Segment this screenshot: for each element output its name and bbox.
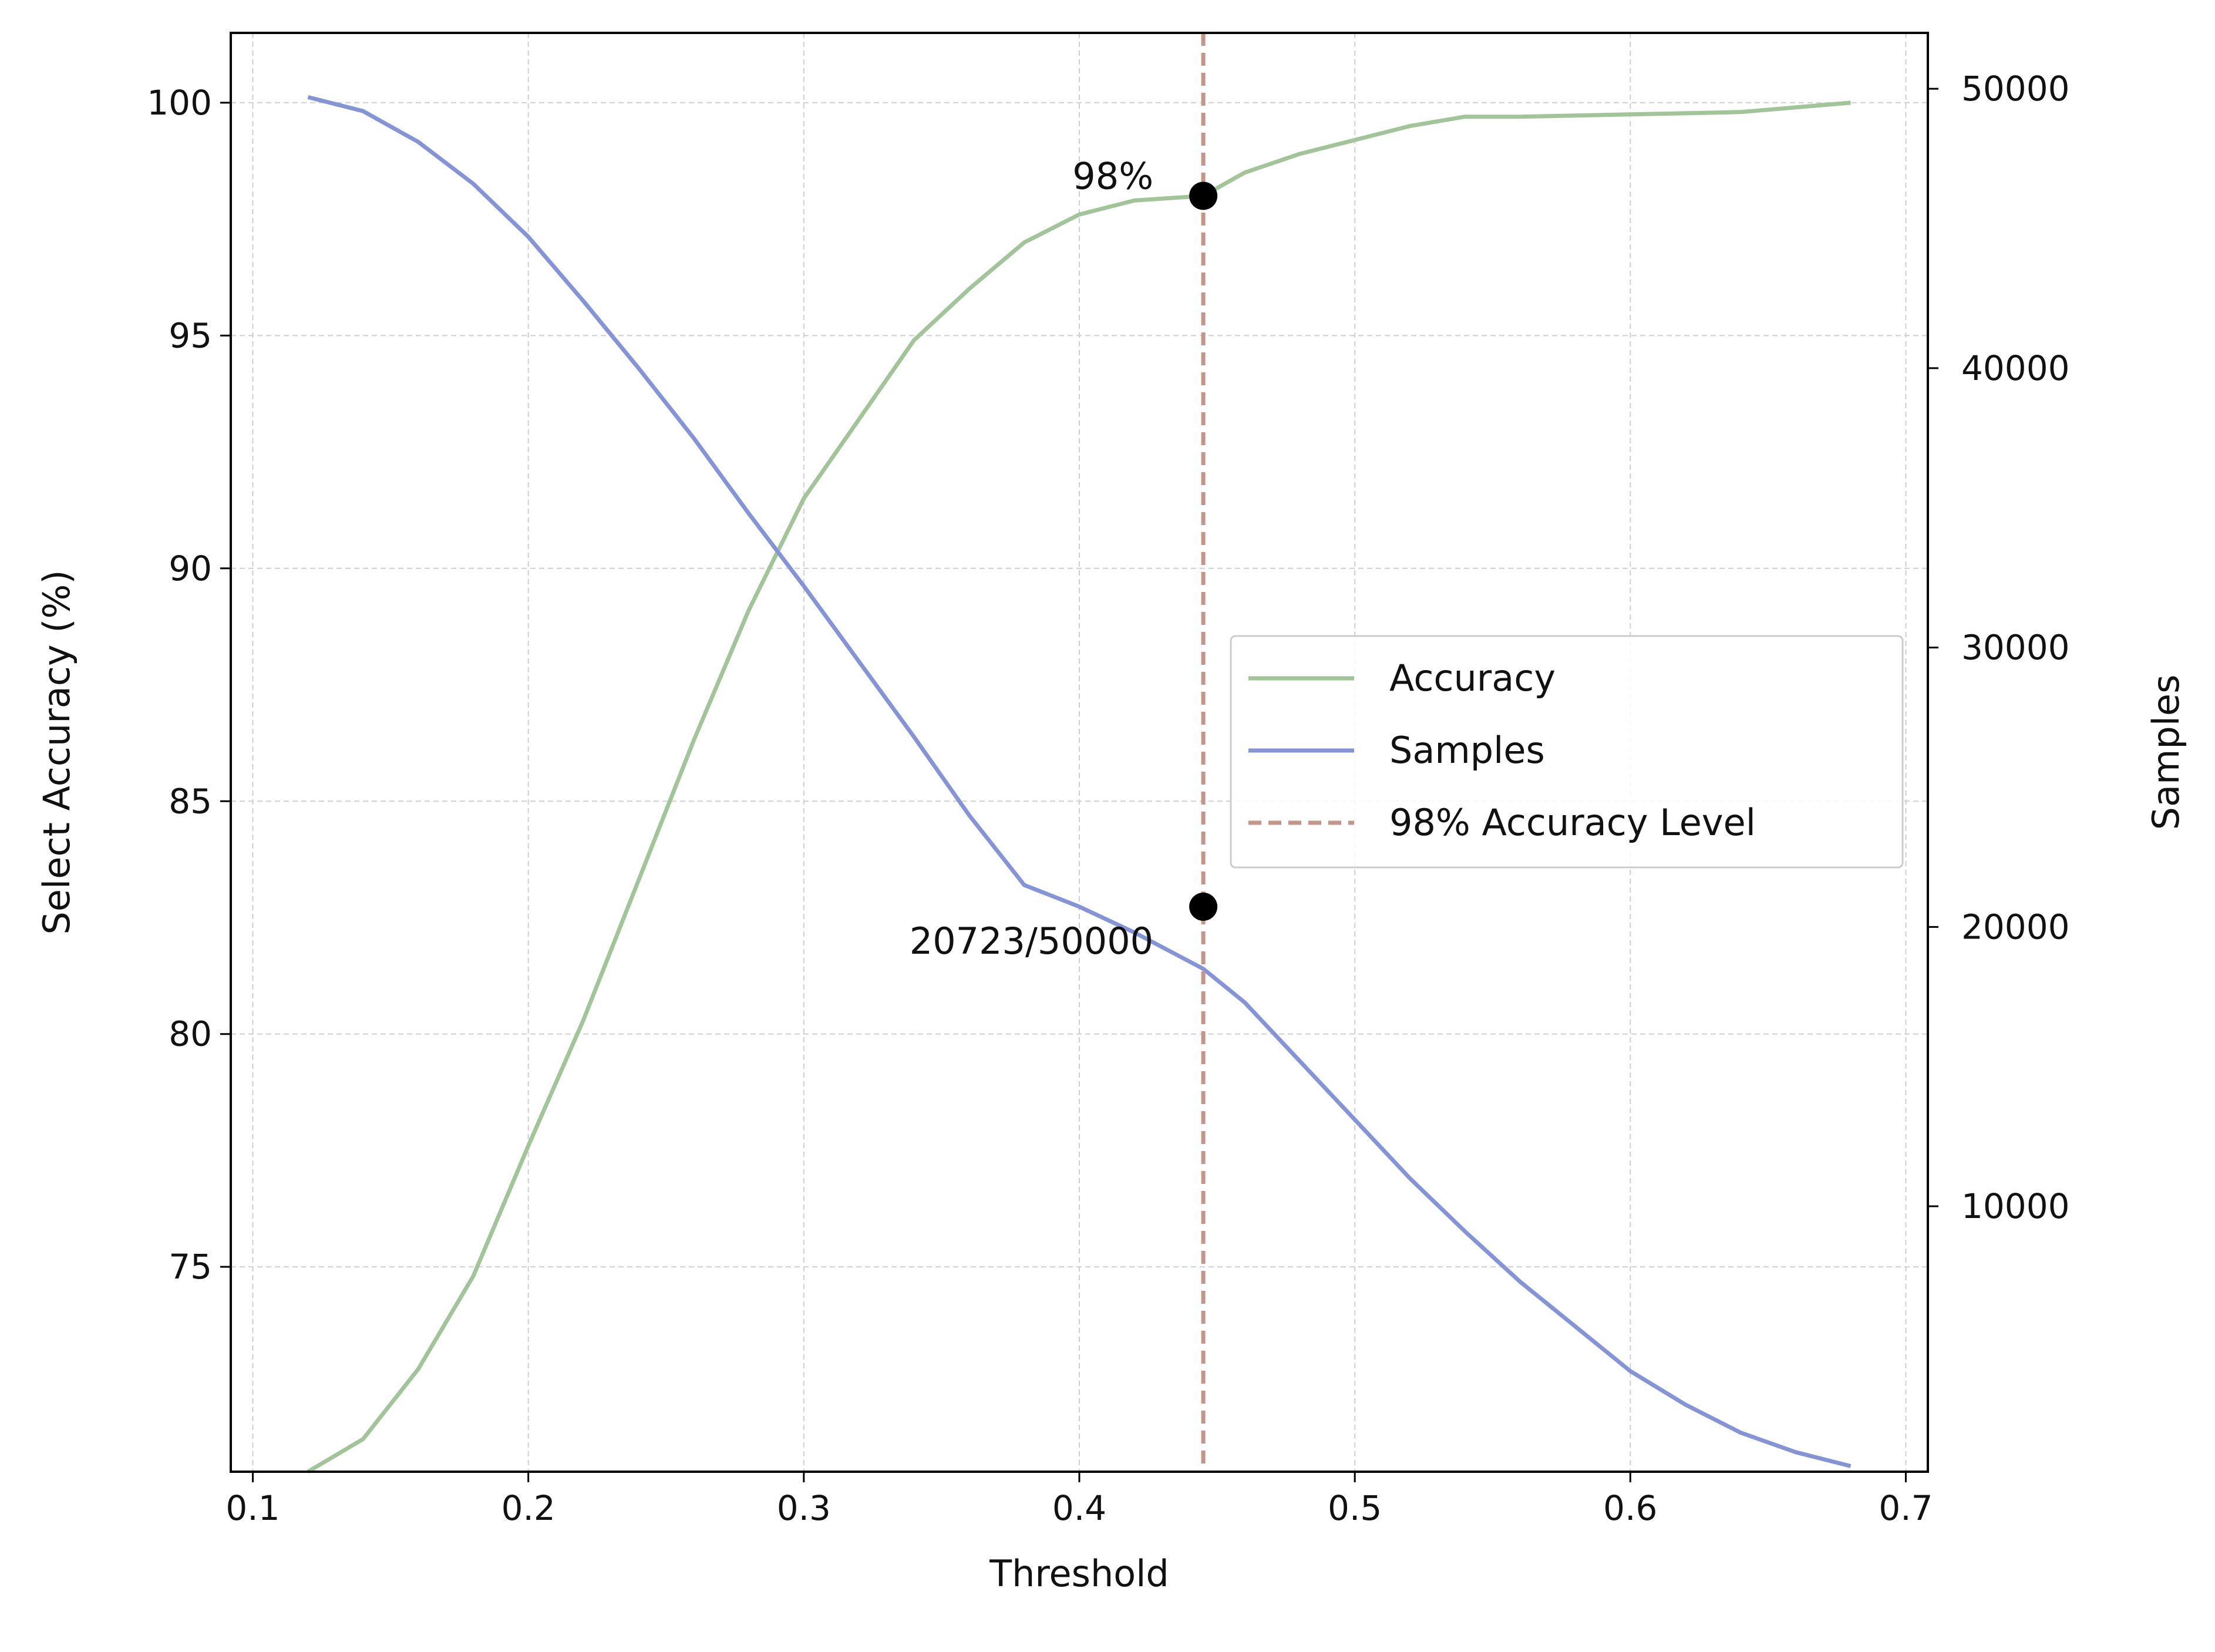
y-axis-left-label: Select Accuracy (%) bbox=[35, 570, 78, 934]
x-axis-label: Threshold bbox=[989, 1552, 1169, 1595]
legend-box bbox=[1230, 635, 1904, 869]
marker-point-accuracy bbox=[1189, 181, 1218, 210]
y-left-tick-label: 95 bbox=[169, 315, 212, 355]
series-line-samples bbox=[307, 95, 1852, 1468]
legend-entry-accuracy: Accuracy bbox=[1389, 657, 1556, 699]
ticks-layer: 0.1 0.2 0.3 0.4 0.5 0.6 0.7 75 80 85 90 95 100 10000 2… bbox=[147, 69, 2069, 1528]
x-tick-label: 0.6 bbox=[1603, 1488, 1657, 1528]
x-tick-label: 0.1 bbox=[225, 1488, 280, 1528]
marker-label-accuracy: 98% bbox=[1072, 155, 1153, 198]
y-right-tick-label: 20000 bbox=[1961, 907, 2070, 947]
y-left-tick-label: 100 bbox=[147, 83, 212, 123]
y-left-tick-label: 80 bbox=[169, 1014, 212, 1054]
legend: Accuracy Samples 98% Accuracy Level bbox=[1230, 635, 1904, 869]
marker-label-samples: 20723/50000 bbox=[910, 920, 1153, 963]
series-layer bbox=[307, 33, 1852, 1474]
x-tick-label: 0.4 bbox=[1052, 1488, 1106, 1528]
y-right-tick-label: 30000 bbox=[1961, 628, 2070, 668]
y-right-tick-label: 40000 bbox=[1961, 348, 2070, 388]
y-left-tick-label: 90 bbox=[169, 549, 212, 588]
y-left-tick-label: 75 bbox=[169, 1247, 212, 1287]
legend-entry-samples: Samples bbox=[1389, 729, 1545, 772]
y-left-tick-label: 85 bbox=[169, 781, 212, 821]
legend-entry-accuracy-level: 98% Accuracy Level bbox=[1389, 801, 1756, 844]
x-tick-label: 0.7 bbox=[1879, 1488, 1933, 1528]
y-axis-right-label: Samples bbox=[2145, 675, 2187, 830]
grid bbox=[231, 33, 1928, 1472]
x-tick-label: 0.2 bbox=[501, 1488, 556, 1528]
series-line-accuracy bbox=[307, 100, 1851, 1474]
marker-point-samples bbox=[1189, 892, 1218, 921]
marker-layer bbox=[1189, 181, 1218, 921]
x-tick-label: 0.3 bbox=[777, 1488, 831, 1528]
x-tick-label: 0.5 bbox=[1328, 1488, 1382, 1528]
y-right-tick-label: 50000 bbox=[1961, 69, 2070, 109]
y-right-tick-label: 10000 bbox=[1961, 1186, 2070, 1226]
